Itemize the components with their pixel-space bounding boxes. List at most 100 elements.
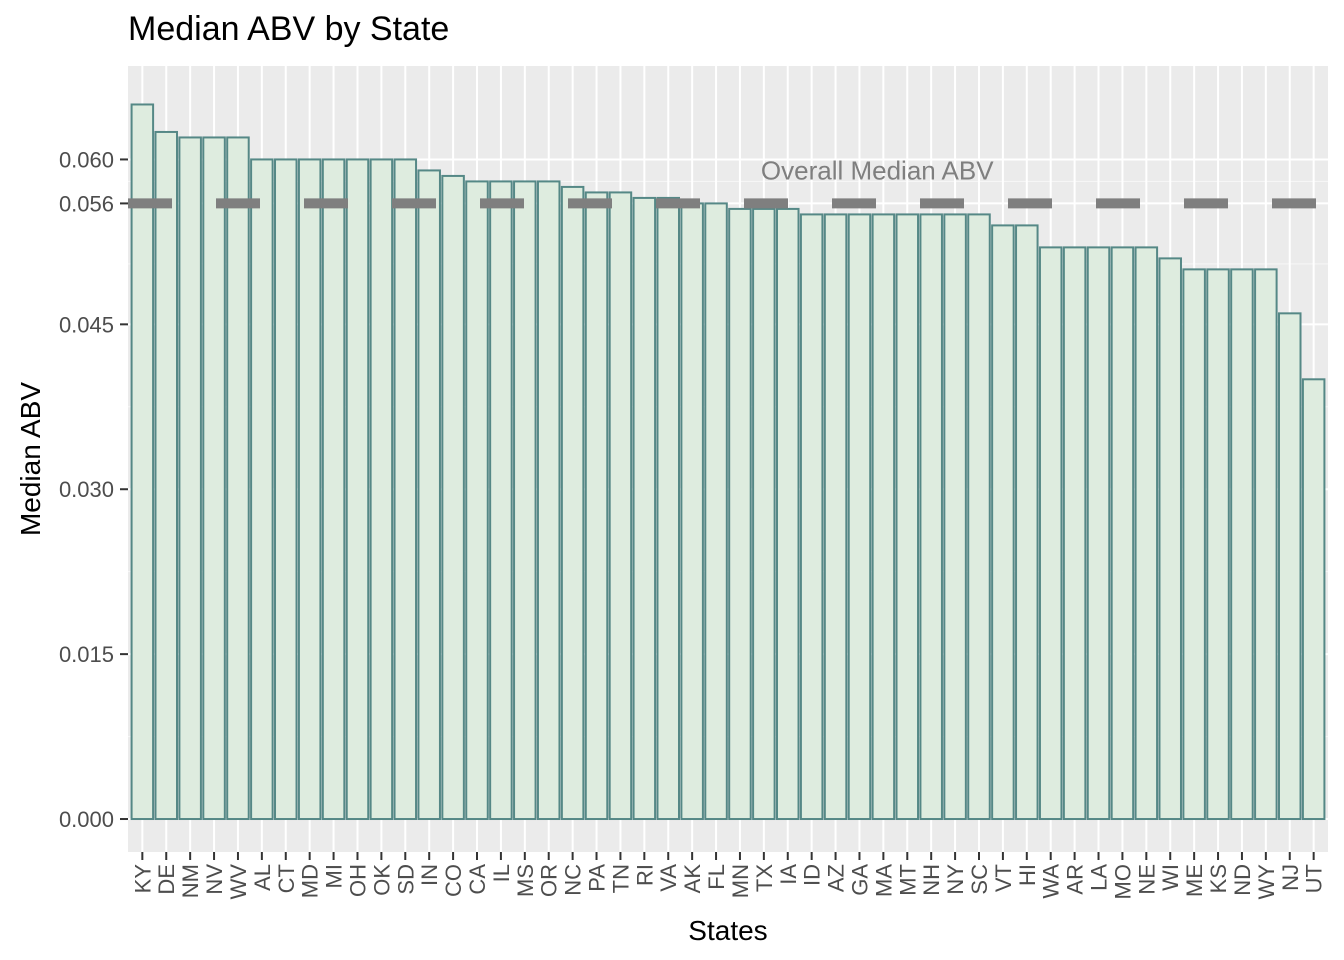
x-tick-label-wy: WY — [1254, 864, 1279, 900]
bar-me — [1182, 268, 1206, 821]
x-tick-label-ri: RI — [632, 864, 657, 886]
bar-mi — [321, 158, 346, 821]
bar-ga — [847, 213, 872, 821]
x-tick-label-ks: KS — [1206, 864, 1231, 893]
y-tick-label: 0.000 — [59, 807, 114, 832]
bar-ks — [1206, 268, 1230, 821]
x-tick-label-hi: HI — [1015, 864, 1040, 886]
bar-hi — [1015, 224, 1039, 821]
bar-sc — [967, 213, 991, 821]
x-tick-label-ms: MS — [513, 864, 538, 897]
x-tick-label-or: OR — [537, 864, 562, 897]
x-tick-label-mi: MI — [322, 864, 347, 888]
bar-ny — [943, 213, 967, 821]
bar-wv — [226, 136, 250, 821]
x-tick-label-ar: AR — [1063, 864, 1088, 895]
x-tick-label-mn: MN — [728, 864, 753, 898]
x-tick-label-ia: IA — [776, 864, 801, 885]
reference-line-label: Overall Median ABV — [761, 155, 994, 185]
x-tick-label-va: VA — [656, 864, 681, 892]
y-tick-label: 0.030 — [59, 477, 114, 502]
x-tick-label-tn: TN — [608, 864, 633, 893]
x-axis-title: States — [688, 915, 767, 946]
bar-co — [441, 174, 465, 821]
x-tick-label-in: IN — [417, 864, 442, 886]
bar-wy — [1254, 268, 1278, 821]
y-tick-label: 0.060 — [59, 147, 114, 172]
x-tick-label-vt: VT — [991, 864, 1016, 892]
x-tick-label-nj: NJ — [1278, 864, 1303, 891]
x-tick-label-la: LA — [1087, 864, 1112, 891]
y-axis: 0.000 0.015 0.030 0.045 0.056 0.060 — [59, 147, 128, 832]
bar-ia — [776, 207, 800, 821]
bar-wi — [1158, 257, 1182, 821]
x-tick-label-me: ME — [1182, 864, 1207, 897]
bar-il — [489, 180, 513, 821]
x-tick-label-az: AZ — [824, 864, 849, 892]
x-tick-label-nc: NC — [561, 864, 586, 896]
bar-wa — [1038, 246, 1063, 821]
y-axis-title: Median ABV — [15, 382, 46, 536]
bar-ne — [1134, 246, 1159, 821]
x-tick-label-mo: MO — [1110, 864, 1135, 899]
x-tick-label-nh: NH — [919, 864, 944, 896]
bar-tn — [608, 191, 633, 821]
x-tick-label-nm: NM — [178, 864, 203, 898]
bar-in — [417, 169, 441, 821]
x-tick-label-sc: SC — [967, 864, 992, 895]
bar-nm — [178, 136, 202, 821]
bar-or — [536, 180, 561, 821]
bar-id — [799, 213, 824, 821]
bar-ca — [465, 180, 489, 821]
x-tick-label-ct: CT — [274, 864, 299, 893]
bar-al — [250, 158, 274, 821]
x-axis: KYDENMNVWVALCTMDMIOHOKSDINCOCAILMSORNCPA… — [130, 852, 1327, 900]
y-tick-label: 0.015 — [59, 642, 114, 667]
bar-la — [1086, 246, 1111, 821]
x-tick-label-ky: KY — [130, 864, 155, 894]
bar-ct — [274, 158, 298, 821]
bar-vt — [991, 224, 1015, 821]
x-tick-label-tx: TX — [752, 864, 777, 892]
bar-md — [297, 158, 322, 821]
x-tick-label-ga: GA — [847, 864, 872, 896]
bar-ak — [680, 202, 704, 821]
y-tick-label: 0.056 — [59, 191, 114, 216]
bar-ma — [871, 213, 896, 821]
x-tick-label-ok: OK — [369, 864, 394, 896]
x-tick-label-il: IL — [489, 864, 514, 882]
bar-mn — [728, 207, 752, 821]
x-tick-label-pa: PA — [585, 864, 610, 892]
bar-nh — [919, 213, 943, 821]
bar-ut — [1301, 378, 1326, 821]
x-tick-label-ut: UT — [1302, 864, 1327, 893]
bars — [130, 103, 1326, 821]
x-tick-label-ca: CA — [465, 864, 490, 895]
x-tick-label-wa: WA — [1039, 864, 1064, 899]
bar-ok — [369, 158, 394, 821]
x-tick-label-md: MD — [298, 864, 323, 898]
x-tick-label-fl: FL — [704, 864, 729, 890]
chart-title: Median ABV by State — [128, 10, 450, 48]
bar-ri — [632, 196, 657, 821]
bar-fl — [704, 202, 728, 821]
bar-sd — [393, 158, 418, 821]
bar-pa — [584, 191, 609, 821]
x-tick-label-de: DE — [154, 864, 179, 895]
bar-nv — [202, 136, 226, 821]
bar-az — [823, 213, 848, 821]
x-tick-label-oh: OH — [345, 864, 370, 897]
x-tick-label-nd: ND — [1230, 864, 1255, 896]
bar-mo — [1110, 246, 1135, 821]
x-tick-label-sd: SD — [393, 864, 418, 895]
x-tick-label-ne: NE — [1134, 864, 1159, 895]
bar-ar — [1062, 246, 1087, 821]
bar-va — [656, 196, 680, 821]
bar-nd — [1230, 268, 1254, 821]
x-tick-label-co: CO — [441, 864, 466, 897]
x-tick-label-wi: WI — [1158, 864, 1183, 891]
bar-ms — [513, 180, 537, 821]
x-tick-label-al: AL — [250, 864, 275, 891]
bar-ky — [130, 103, 155, 821]
